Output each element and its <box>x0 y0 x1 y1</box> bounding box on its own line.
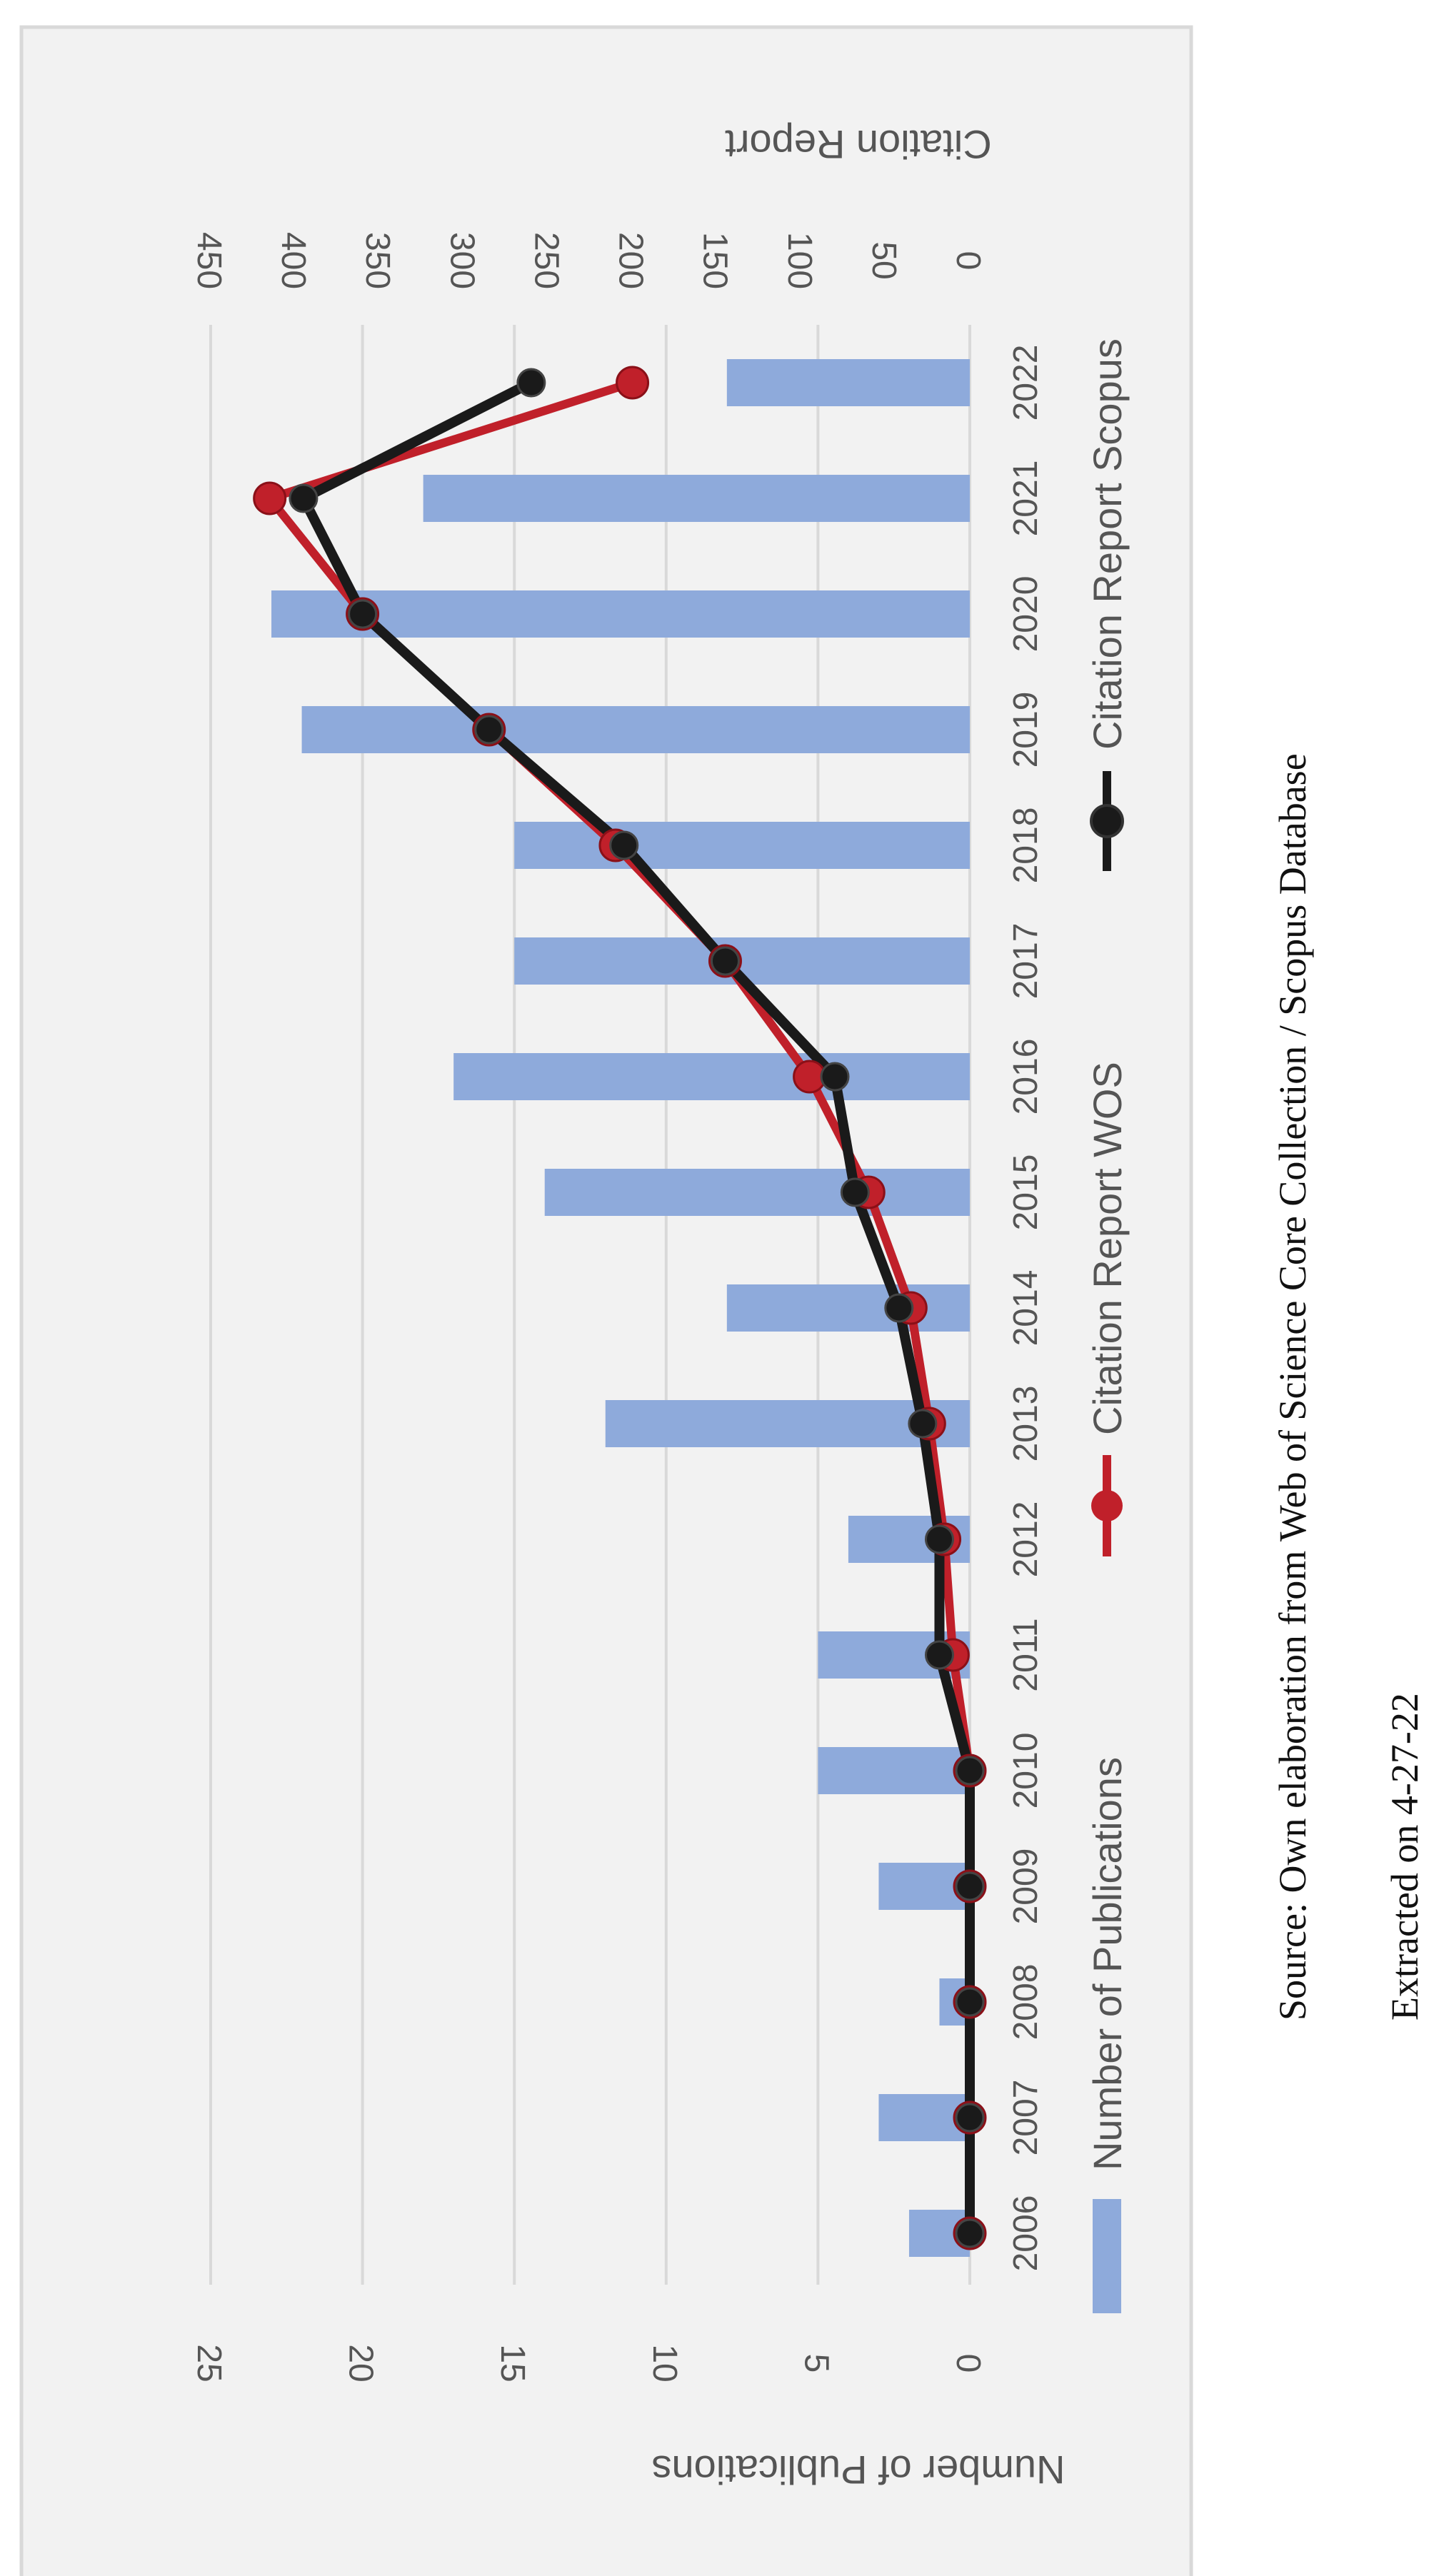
point-scopus <box>955 2103 985 2133</box>
point-wos <box>253 481 287 515</box>
point-scopus <box>820 1062 850 1092</box>
left-tick-label: 5 <box>797 2354 835 2373</box>
left-tick-label: 25 <box>190 2344 228 2382</box>
left-tick-label: 10 <box>646 2344 683 2382</box>
bar <box>726 1284 970 1332</box>
category-label: 2009 <box>1007 1848 1045 1925</box>
category-label: 2017 <box>1007 923 1045 1000</box>
right-tick-label: 250 <box>527 232 565 289</box>
legend-marker-scopus <box>1090 804 1124 838</box>
legend-label-publications: Number of Publications <box>1085 1757 1130 2170</box>
tick-labels: 0510152025050100150200250300350400450200… <box>190 232 1045 2383</box>
right-tick-label: 450 <box>190 232 228 289</box>
point-scopus <box>516 368 546 398</box>
bar <box>423 475 970 522</box>
point-scopus <box>474 715 504 745</box>
bar <box>453 1053 970 1100</box>
legend-marker-wos <box>1091 1490 1123 1521</box>
legend-swatch-publications <box>1093 2199 1121 2313</box>
category-label: 2011 <box>1007 1618 1045 1691</box>
right-tick-label: 400 <box>274 232 312 289</box>
category-label: 2014 <box>1007 1270 1045 1347</box>
category-label: 2019 <box>1007 692 1045 768</box>
point-wos <box>616 366 650 400</box>
category-label: 2021 <box>1007 461 1045 537</box>
point-scopus <box>924 1640 954 1670</box>
bar <box>818 1747 970 1794</box>
point-scopus <box>348 599 378 629</box>
bar <box>726 359 970 406</box>
caption-source: Source: Own elaboration from Web of Scie… <box>1271 753 1314 2021</box>
right-tick-label: 300 <box>443 232 481 289</box>
legend-label-scopus: Citation Report Scopus <box>1085 338 1130 750</box>
category-label: 2010 <box>1007 1733 1045 1809</box>
chart-area <box>19 25 1193 2576</box>
bar <box>544 1169 970 1216</box>
category-label: 2013 <box>1007 1386 1045 1462</box>
category-label: 2022 <box>1007 345 1045 421</box>
bar <box>301 706 970 753</box>
legend-label-wos: Citation Report WOS <box>1085 1062 1130 1435</box>
right-axis-title: Citation Report <box>725 122 992 167</box>
right-tick-label: 200 <box>612 232 650 289</box>
category-label: 2020 <box>1007 576 1045 653</box>
category-label: 2008 <box>1007 1964 1045 2041</box>
point-scopus <box>955 1756 985 1786</box>
left-tick-label: 15 <box>493 2344 531 2382</box>
right-tick-label: 0 <box>949 251 987 271</box>
point-scopus <box>955 2218 985 2248</box>
category-label: 2016 <box>1007 1039 1045 1115</box>
bar <box>514 822 970 869</box>
category-label: 2012 <box>1007 1501 1045 1578</box>
point-scopus <box>955 1987 985 2017</box>
category-label: 2007 <box>1007 2080 1045 2156</box>
category-label: 2006 <box>1007 2195 1045 2272</box>
bar <box>271 590 970 638</box>
left-tick-label: 0 <box>949 2354 987 2373</box>
left-axis-title: Number of Publications <box>652 2447 1066 2492</box>
left-tick-label: 20 <box>342 2344 380 2382</box>
point-scopus <box>955 1871 985 1901</box>
category-label: 2015 <box>1007 1154 1045 1231</box>
point-scopus <box>289 483 319 513</box>
caption-extracted: Extracted on 4-27-22 <box>1383 1693 1426 2021</box>
right-tick-label: 100 <box>781 232 818 289</box>
point-scopus <box>924 1524 954 1554</box>
line-markers <box>253 366 987 2250</box>
legend: Number of Publications Citation Report W… <box>1085 338 1130 2313</box>
right-tick-label: 50 <box>865 241 903 279</box>
point-scopus <box>609 830 639 860</box>
right-tick-label: 150 <box>696 232 734 289</box>
right-tick-label: 350 <box>358 232 396 289</box>
point-scopus <box>840 1177 870 1207</box>
point-scopus <box>908 1409 938 1439</box>
point-scopus <box>710 946 740 976</box>
point-scopus <box>884 1293 914 1323</box>
category-label: 2018 <box>1007 807 1045 884</box>
